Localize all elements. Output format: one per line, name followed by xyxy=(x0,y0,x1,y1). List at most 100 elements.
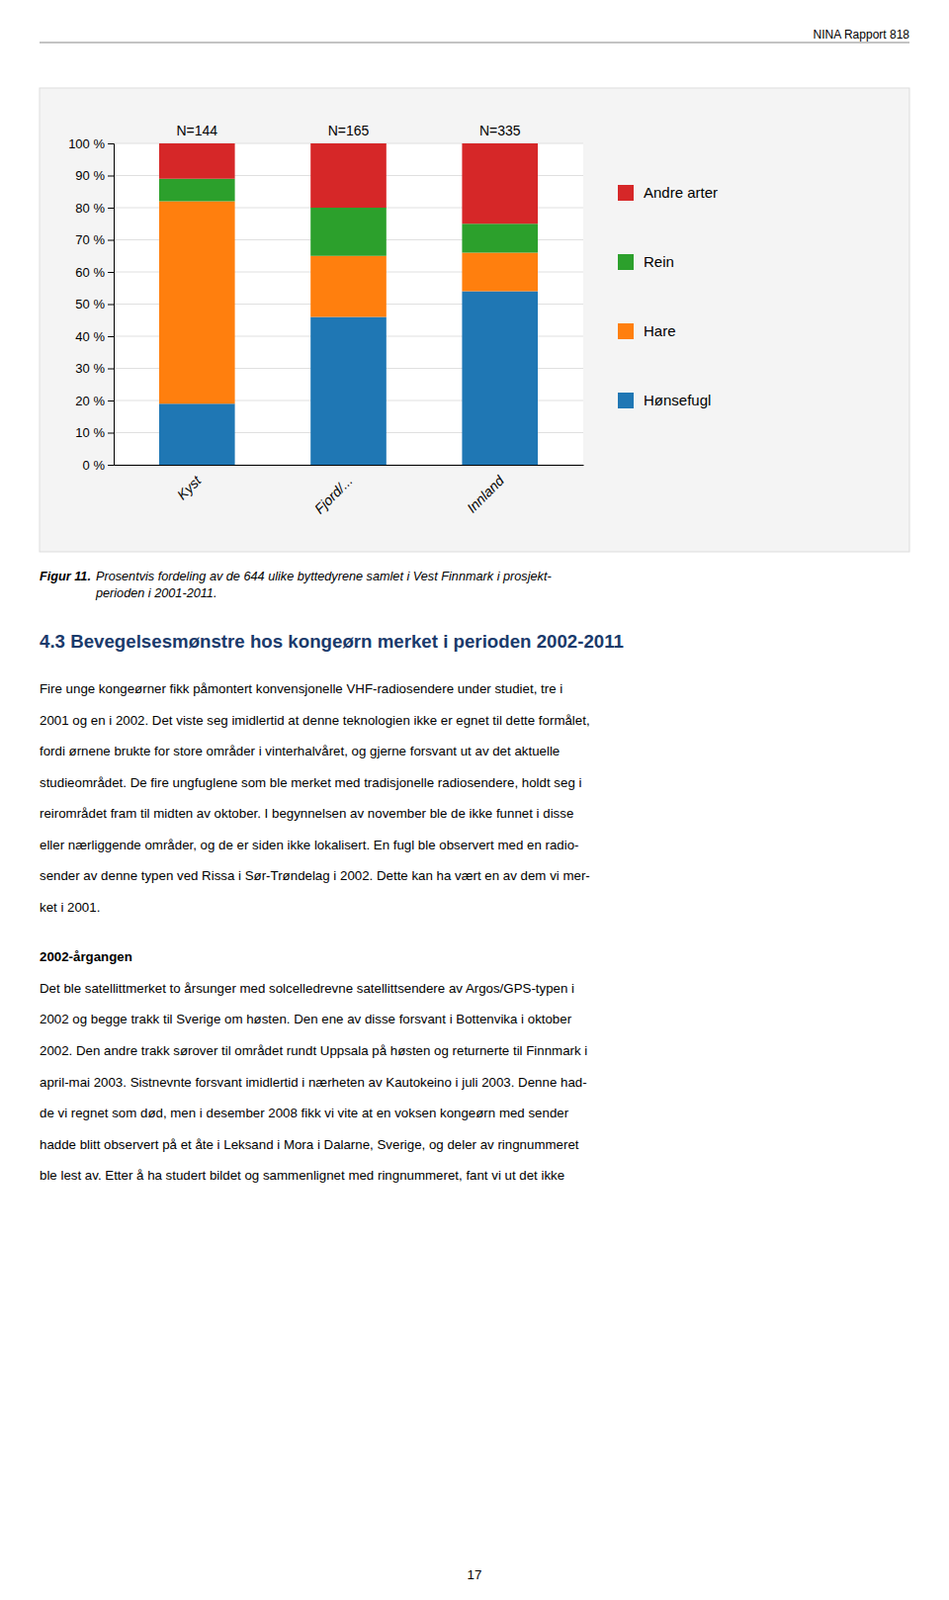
bar xyxy=(159,178,236,202)
x-tick: Fjord/... xyxy=(311,472,356,518)
series-bars xyxy=(159,143,538,224)
body-line: 2002. Den andre trakk sørover til område… xyxy=(39,1042,588,1058)
y-tick: 10 % xyxy=(75,425,114,440)
bar xyxy=(159,143,236,179)
y-tick-label: 50 % xyxy=(75,296,105,312)
y-tick-mark xyxy=(107,175,114,177)
caption-text: Prosentvis fordeling av de 644 ulike byt… xyxy=(95,569,552,584)
x-axis-line xyxy=(114,464,585,466)
legend-swatch xyxy=(617,254,634,270)
chart-panel xyxy=(39,87,910,552)
body-line: 2002 og begge trakk til Sverige om høste… xyxy=(39,1011,573,1027)
y-tick-mark xyxy=(107,304,114,306)
section-heading: 4.3 Bevegelsesmønstre hos kongeørn merke… xyxy=(39,630,624,652)
x-tick: Innland xyxy=(463,471,509,517)
body-line: fordi ørnene brukte for store områder i … xyxy=(39,743,560,759)
caption-label: Figur 11. xyxy=(39,569,91,584)
series-bars xyxy=(159,201,538,405)
grid xyxy=(113,143,584,465)
body-line: Fire unge kongeørner fikk påmontert konv… xyxy=(39,681,563,696)
y-tick-label: 80 % xyxy=(75,200,105,216)
body-line: ble lest av. Etter å ha studert bildet o… xyxy=(39,1167,565,1183)
bar xyxy=(310,207,387,257)
legend-swatch xyxy=(617,392,634,409)
y-tick-label: 70 % xyxy=(75,232,105,248)
y-tick-mark xyxy=(107,432,114,434)
plot-area xyxy=(113,143,584,465)
y-tick-mark xyxy=(107,464,114,466)
body-line: sender av denne typen ved Rissa i Sør-Tr… xyxy=(39,867,591,883)
bars xyxy=(159,143,538,465)
body-subheading: 2002-årgangen xyxy=(39,949,133,964)
body-line: reirområdet fram til midten av oktober. … xyxy=(39,805,574,821)
body-line: studieområdet. De fire ungfuglene som bl… xyxy=(39,775,582,790)
legend-swatch xyxy=(617,184,634,201)
body-line: Det ble satellittmerket to årsunger med … xyxy=(39,980,575,996)
y-tick: 100 % xyxy=(68,136,114,152)
legend-item: Andre arter xyxy=(617,183,718,201)
body-line: eller nærliggende områder, og de er side… xyxy=(39,837,579,853)
bar xyxy=(461,143,538,224)
y-tick-mark xyxy=(107,143,114,145)
body-line: hadde blitt observert på et åte i Leksan… xyxy=(39,1136,580,1152)
bar xyxy=(461,223,538,253)
y-tick-mark xyxy=(107,400,114,402)
y-tick: 70 % xyxy=(75,232,114,248)
x-tick: Kyst xyxy=(173,471,205,503)
page: NINA Rapport 818 0 % 10 % 20 % 30 % 40 % 50 % 6… xyxy=(0,0,949,1600)
header: NINA Rapport 818 xyxy=(813,27,911,42)
caption-text: perioden i 2001-2011. xyxy=(94,586,218,601)
y-tick: 0 % xyxy=(83,457,114,473)
legend-item: Rein xyxy=(617,253,675,270)
annotations: N=144 N=165 N=335 xyxy=(175,122,520,139)
bar xyxy=(159,403,236,465)
y-tick: 90 % xyxy=(75,168,114,183)
y-tick-label: 40 % xyxy=(75,329,105,345)
x-tick-label: Fjord/... xyxy=(311,472,356,518)
y-tick: 40 % xyxy=(75,329,114,345)
body-line: april-mai 2003. Sistnevnte forsvant imid… xyxy=(39,1074,588,1090)
bar xyxy=(310,143,387,208)
y-tick: 30 % xyxy=(75,360,114,376)
y-axis: 0 % 10 % 20 % 30 % 40 % 50 % 60 % 70 % 80 % 90 % 1… xyxy=(68,136,114,473)
bar xyxy=(310,256,387,318)
y-tick-mark xyxy=(107,368,114,370)
y-tick-label: 10 % xyxy=(75,425,105,440)
y-tick-mark xyxy=(107,271,114,273)
y-tick: 60 % xyxy=(75,264,114,280)
y-tick-label: 60 % xyxy=(75,264,105,280)
bar xyxy=(461,291,538,466)
body-line: 2001 og en i 2002. Det viste seg imidler… xyxy=(39,712,591,728)
y-tick-label: 90 % xyxy=(75,168,105,183)
legend-label: Hønsefugl xyxy=(643,391,711,409)
y-tick-label: 30 % xyxy=(75,360,105,376)
legend-label: Rein xyxy=(643,253,675,270)
y-tick: 50 % xyxy=(75,296,114,312)
y-tick: 80 % xyxy=(75,200,114,216)
bar xyxy=(159,201,236,405)
body-line: ket i 2001. xyxy=(39,899,100,915)
page-number: 17 xyxy=(467,1566,483,1582)
x-tick-label: Innland xyxy=(463,471,509,517)
header-rule xyxy=(39,42,910,44)
y-tick-label: 20 % xyxy=(75,393,105,409)
x-axis: Kyst Fjord/... Innland xyxy=(114,465,585,518)
legend-item: Hønsefugl xyxy=(617,391,711,409)
x-tick-label: Kyst xyxy=(173,471,205,503)
y-axis-line xyxy=(107,144,115,466)
legend-label: Andre arter xyxy=(643,183,718,201)
body-line: de vi regnet som død, men i desember 200… xyxy=(39,1105,570,1121)
legend-swatch xyxy=(617,323,634,340)
y-tick-mark xyxy=(107,336,114,338)
y-tick-label: 100 % xyxy=(68,136,105,152)
bar xyxy=(461,253,538,292)
y-tick-mark xyxy=(107,207,114,209)
y-tick-mark xyxy=(107,240,114,242)
annotation: N=335 xyxy=(479,122,521,139)
legend-item: Hare xyxy=(617,322,677,340)
annotation: N=144 xyxy=(175,122,218,139)
annotation: N=165 xyxy=(328,122,370,139)
y-tick-label: 0 % xyxy=(83,457,106,473)
legend-label: Hare xyxy=(643,322,677,340)
y-tick: 20 % xyxy=(75,393,114,409)
